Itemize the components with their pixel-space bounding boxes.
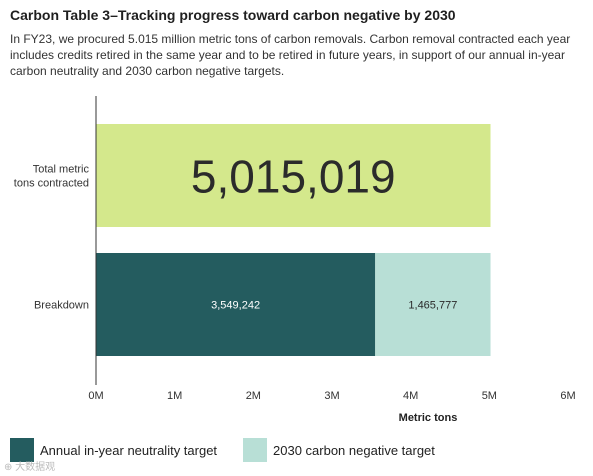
chart-title: Carbon Table 3–Tracking progress toward …: [10, 7, 456, 23]
x-tick-label: 5M: [482, 390, 497, 402]
legend-item-neutrality: Annual in-year neutrality target: [10, 438, 217, 462]
data-label-series2: 1,465,777: [408, 300, 457, 312]
x-tick-label: 6M: [560, 390, 575, 402]
category-label: tons contracted: [14, 178, 89, 190]
x-tick-label: 1M: [167, 390, 182, 402]
bar-series1-cat1: [96, 253, 376, 356]
watermark: ⊕ 大数据观: [4, 462, 56, 473]
bar-series0-cat0: [96, 124, 491, 227]
legend-swatch-negative: [243, 438, 267, 462]
x-tick-label: 0M: [88, 390, 103, 402]
data-label-series1: 3,549,242: [211, 300, 260, 312]
x-tick-label: 3M: [324, 390, 339, 402]
category-label: Total metric: [33, 164, 90, 176]
data-label-series0: 5,015,019: [191, 151, 396, 203]
category-label: Breakdown: [34, 300, 89, 312]
x-tick-label: 2M: [246, 390, 261, 402]
legend-swatch-neutrality: [10, 438, 34, 462]
legend-label-negative: 2030 carbon negative target: [273, 442, 435, 458]
chart-subtitle: In FY23, we procured 5.015 million metri…: [10, 32, 571, 78]
legend-item-negative: 2030 carbon negative target: [243, 438, 435, 462]
legend-label-neutrality: Annual in-year neutrality target: [40, 442, 218, 458]
x-axis-label: Metric tons: [399, 412, 458, 424]
bar-series2-cat1: [375, 253, 491, 356]
x-tick-label: 4M: [403, 390, 418, 402]
